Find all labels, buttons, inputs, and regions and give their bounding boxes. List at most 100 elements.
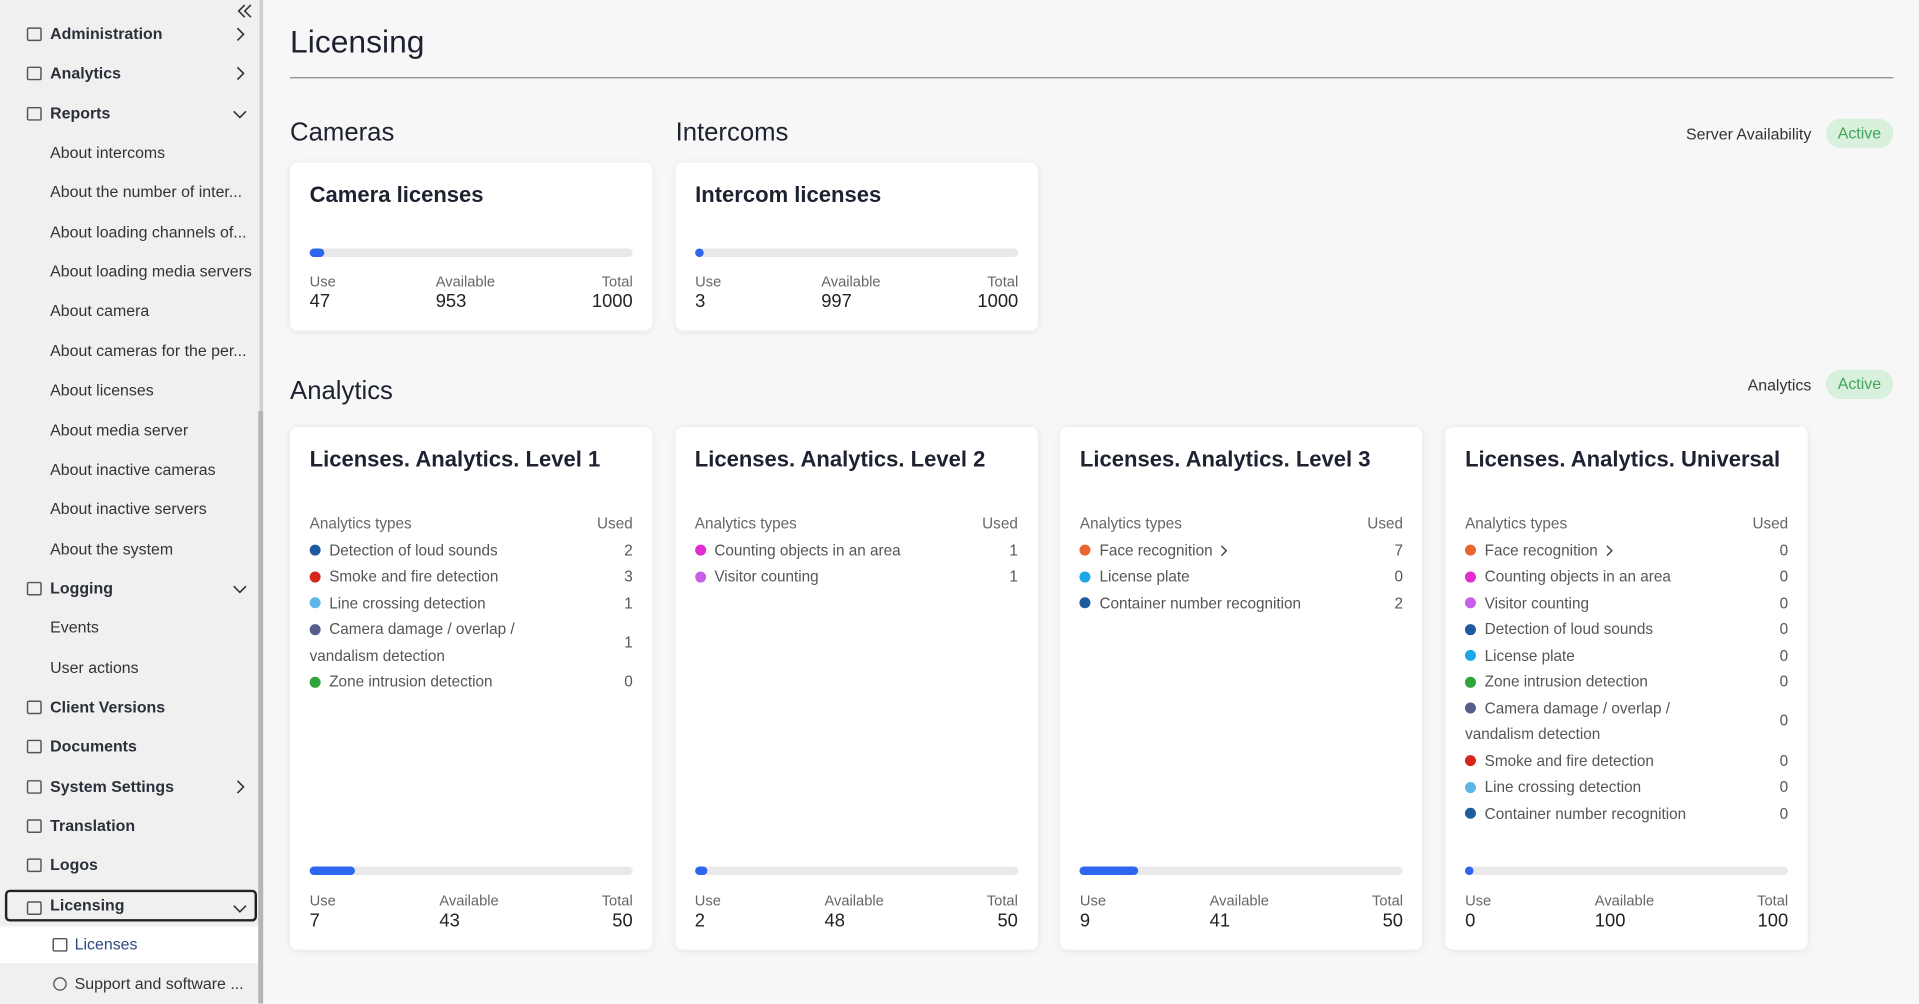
nav-subitem[interactable]: About inactive servers	[0, 491, 259, 528]
nav-subitem[interactable]: About licenses	[0, 372, 259, 409]
nav-subitem[interactable]: About media server	[0, 412, 259, 449]
chevron	[236, 779, 245, 794]
type-name: Counting objects in an area	[1465, 564, 1671, 590]
legend-dot	[694, 570, 706, 582]
type-header: Analytics types Used	[310, 512, 633, 538]
nav-subitem[interactable]: About cameras for the per...	[0, 333, 259, 370]
stat-label: Use	[695, 272, 722, 291]
stat-label: Use	[309, 892, 336, 910]
type-label: Detection of loud sounds	[1484, 620, 1654, 638]
type-row: License plate 0	[1465, 643, 1788, 669]
type-name: Visitor counting	[694, 564, 819, 590]
type-row: Line crossing detection 0	[1465, 775, 1788, 801]
nav-item[interactable]: Logos	[0, 847, 259, 884]
icon	[26, 700, 42, 715]
nav-item[interactable]: Licensing	[4, 889, 258, 922]
type-label: Visitor counting	[1484, 594, 1589, 612]
scrollbar[interactable]	[258, 411, 264, 1004]
license-card: Licenses. Analytics. Level 3 Analytics ty…	[1060, 427, 1423, 950]
legend-dot	[309, 570, 321, 582]
legend-dot	[694, 544, 706, 556]
type-label: Container number recognition	[1099, 594, 1302, 612]
nav-subitem[interactable]: About loading channels of...	[0, 214, 259, 251]
type-label: Line crossing detection	[329, 594, 486, 612]
used-count: 1	[624, 594, 633, 612]
nav-label: Documents	[50, 737, 137, 756]
used-count: 0	[1779, 804, 1789, 822]
nav-item[interactable]: Client Versions	[0, 689, 259, 726]
type-row: Counting objects in an area 1	[694, 538, 1018, 564]
column-label: Used	[1367, 515, 1404, 533]
used-count: 1	[624, 633, 633, 651]
progress-track	[309, 866, 633, 876]
stat-value: 1000	[591, 291, 633, 313]
nav-item[interactable]: Reports	[0, 95, 259, 132]
type-row: License plate 0	[1079, 564, 1403, 590]
stat-value: 7	[309, 910, 320, 932]
nav-item[interactable]: Administration	[0, 16, 259, 53]
type-name: Camera damage / overlap / vandalism dete…	[309, 617, 585, 670]
used-count: 3	[624, 567, 633, 586]
stat-label: Total	[601, 272, 633, 291]
type-row: Face recognition 0	[1465, 538, 1788, 564]
stat-value: 2	[694, 910, 705, 932]
nav-label: Client Versions	[50, 697, 166, 716]
license-card: Licenses. Analytics. Level 1 Analytics ty…	[290, 427, 653, 950]
expand-icon[interactable]	[1218, 544, 1230, 556]
used-count: 0	[1779, 778, 1789, 796]
used-count: 0	[1779, 567, 1789, 586]
icon	[53, 977, 67, 992]
used-count: 2	[624, 541, 633, 559]
type-row: Camera damage / overlap / vandalism dete…	[1465, 696, 1788, 749]
progress-fill	[695, 248, 704, 258]
progress-fill	[309, 866, 355, 876]
stat-value: 100	[1757, 910, 1789, 932]
type-label: Line crossing detection	[1484, 778, 1642, 796]
type-label: Zone intrusion detection	[1484, 673, 1648, 691]
chevron	[233, 110, 247, 119]
type-label: Smoke and fire detection	[1484, 752, 1654, 770]
nav-label: System Settings	[50, 776, 174, 796]
status-label: Analytics	[1747, 375, 1812, 395]
stat-label: Total	[1371, 892, 1404, 910]
nav-subitem[interactable]: Support and software ...	[0, 966, 259, 1003]
type-row: Detection of loud sounds 2	[309, 538, 633, 564]
card-title: Licenses. Analytics. Level 2	[694, 446, 986, 472]
stat-label: Use	[694, 892, 721, 910]
legend-dot	[309, 676, 321, 688]
legend-dot	[1465, 781, 1477, 793]
chevron	[236, 67, 245, 81]
nav-subitem[interactable]: About the system	[0, 531, 259, 568]
type-name: Container number recognition	[1079, 591, 1302, 617]
type-name: Zone intrusion detection	[1465, 669, 1648, 695]
nav-subitem[interactable]: About inactive cameras	[0, 451, 259, 488]
nav-subitem[interactable]: About intercoms	[0, 135, 259, 172]
nav-subitem[interactable]: About loading media servers	[0, 253, 259, 290]
nav-item[interactable]: System Settings	[0, 768, 259, 805]
nav-item[interactable]: Documents	[0, 729, 259, 766]
nav-label: About intercoms	[50, 143, 166, 162]
license-card: Licenses. Analytics. Level 2 Analytics ty…	[675, 427, 1038, 950]
collapse-icon[interactable]	[236, 2, 253, 19]
type-label: Container number recognition	[1484, 804, 1687, 822]
nav-subitem[interactable]: Events	[0, 610, 259, 647]
nav-subitem[interactable]: User actions	[0, 649, 259, 686]
card-title: Licenses. Analytics. Universal	[1465, 446, 1781, 472]
type-label: Face recognition	[1099, 541, 1213, 559]
nav-label: Analytics	[50, 64, 121, 83]
icon	[26, 900, 42, 915]
section-title: Cameras	[290, 118, 395, 147]
nav-subitem[interactable]: Licenses	[0, 926, 260, 964]
nav-label: About camera	[50, 301, 150, 320]
nav-item[interactable]: Analytics	[0, 55, 259, 92]
license-card: Licenses. Analytics. Universal Analytics …	[1445, 427, 1808, 950]
status-label: Server Availability	[1686, 124, 1812, 144]
nav-subitem[interactable]: About the number of inter...	[0, 174, 259, 211]
type-header: Analytics types Used	[695, 512, 1018, 538]
nav-item[interactable]: Translation	[0, 808, 259, 845]
nav-item[interactable]: Logging	[0, 570, 259, 607]
nav-subitem[interactable]: About camera	[0, 293, 259, 330]
expand-icon[interactable]	[1603, 544, 1615, 556]
legend-dot	[1465, 623, 1477, 635]
